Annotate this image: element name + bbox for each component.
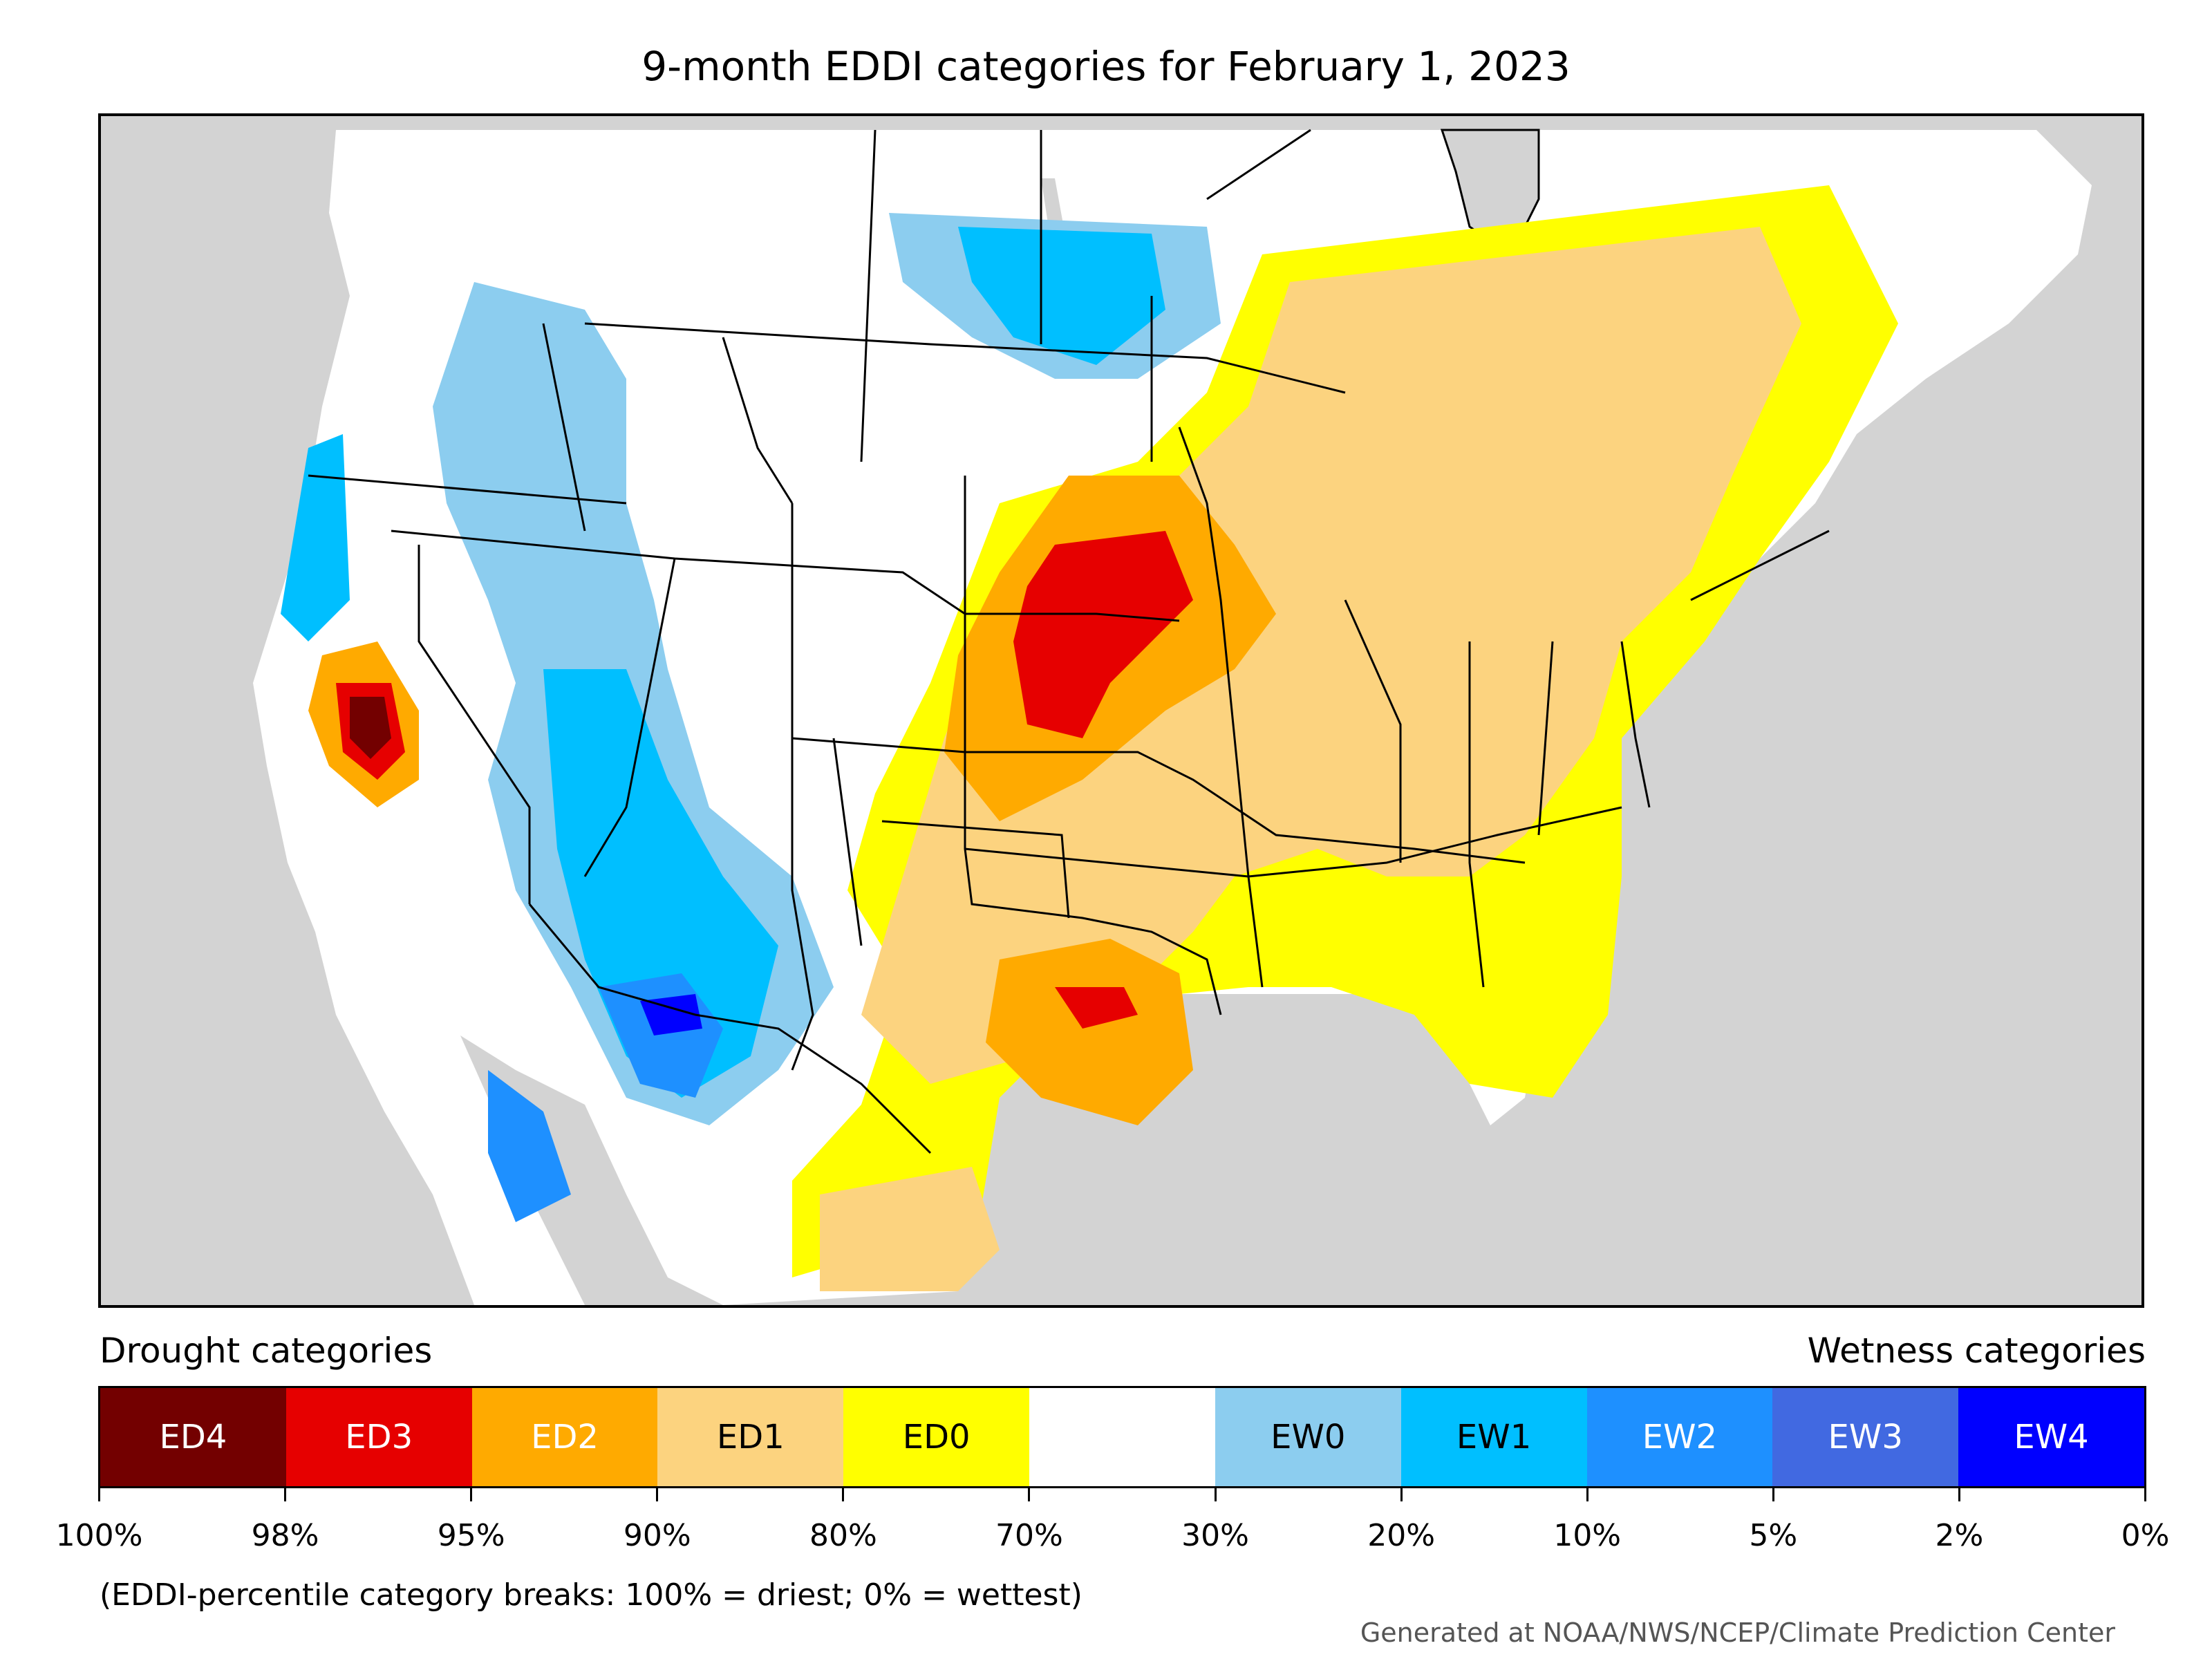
colorbar-tick-label: 100% [55,1518,143,1553]
colorbar-cell-ed3: ED3 [285,1388,472,1486]
colorbar-tick [1028,1486,1031,1501]
colorbar-tick-label: 95% [437,1518,505,1553]
colorbar-tick [1400,1486,1403,1501]
colorbar-tick [470,1486,473,1501]
colorbar-tick-label: 90% [623,1518,691,1553]
colorbar-tick-label: 10% [1553,1518,1622,1553]
category-shading [281,185,1898,1291]
colorbar-tick-label: 80% [809,1518,877,1553]
colorbar-cell-ew4: EW4 [1958,1388,2144,1486]
colorbar-tick [2144,1486,2146,1501]
drought-categories-label: Drought categories [100,1331,433,1371]
colorbar-tick-label: 20% [1367,1518,1436,1553]
colorbar-tick [1586,1486,1588,1501]
colorbar-tick-label: 30% [1181,1518,1249,1553]
colorbar-tick [656,1486,659,1501]
colorbar-cell-ew2: EW2 [1586,1388,1773,1486]
colorbar-tick [284,1486,287,1501]
colorbar-cell-ew1: EW1 [1400,1388,1587,1486]
colorbar-cell-none [1029,1388,1215,1486]
colorbar-cell-ew3: EW3 [1772,1388,1959,1486]
colorbar-tick-label: 2% [1935,1518,1984,1553]
category-note: (EDDI-percentile category breaks: 100% =… [100,1577,1082,1613]
colorbar-cell-ed4: ED4 [100,1388,286,1486]
category-colorbar: ED4 ED3 ED2 ED1 ED0 EW0 EW1 EW2 EW3 EW4 [98,1386,2146,1488]
colorbar-tick [1958,1486,1960,1501]
colorbar-tick [842,1486,845,1501]
colorbar-cell-ed1: ED1 [657,1388,844,1486]
colorbar-tick-label: 5% [1749,1518,1798,1553]
eddi-map [98,113,2144,1308]
map-title: 9-month EDDI categories for February 1, … [641,43,1571,90]
colorbar-cell-ed0: ED0 [843,1388,1030,1486]
colorbar-tick [1772,1486,1774,1501]
colorbar-ticks: 100% 98% 95% 90% 80% 70% 30% 20% 10% 5% 2% 0% [0,1486,2212,1569]
colorbar-tick-label: 0% [2121,1518,2170,1553]
colorbar-tick-label: 70% [995,1518,1063,1553]
colorbar-tick [1214,1486,1217,1501]
credit-line: Generated at NOAA/NWS/NCEP/Climate Predi… [1360,1618,2115,1648]
colorbar-tick-label: 98% [251,1518,319,1553]
wetness-categories-label: Wetness categories [1807,1331,2146,1371]
colorbar-tick [98,1486,100,1501]
map-canvas [253,129,2092,1305]
colorbar-cell-ew0: EW0 [1215,1388,1401,1486]
political-boundaries [308,129,1830,1154]
colorbar-cell-ed2: ED2 [471,1388,658,1486]
